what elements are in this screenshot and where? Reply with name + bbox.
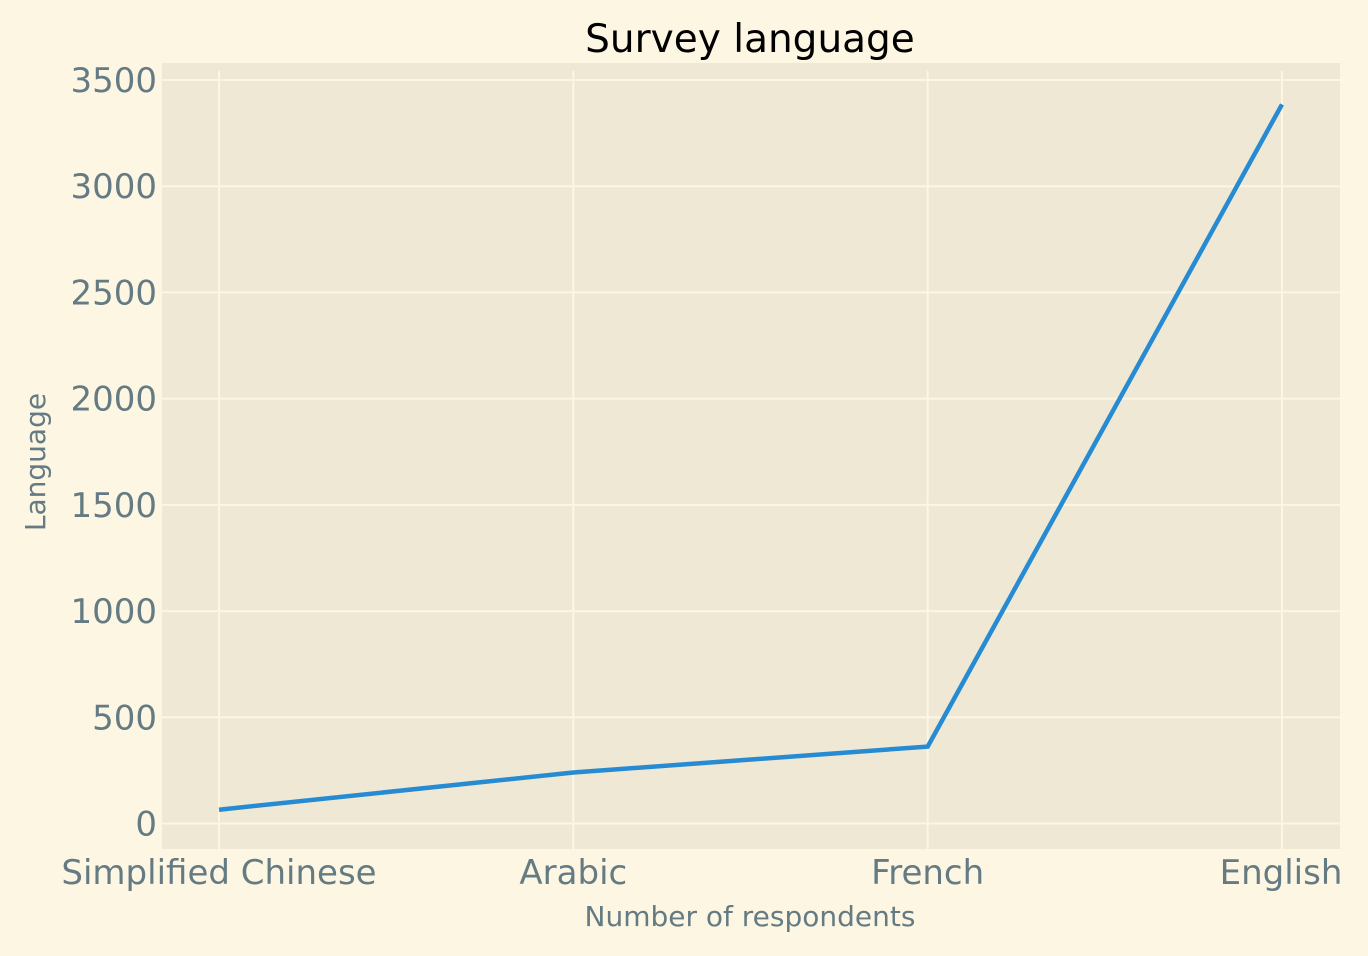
x-axis-label: Number of respondents <box>585 900 916 933</box>
series-layer <box>218 103 1284 812</box>
grid-lines <box>162 71 1340 849</box>
y-tick-label: 2000 <box>70 380 157 420</box>
y-axis-ticks: 0 500 1000 1500 2000 2500 3000 3500 <box>70 61 157 845</box>
y-tick-label: 0 <box>135 805 157 845</box>
y-tick-label: 3500 <box>70 61 157 101</box>
y-tick-label: 2500 <box>70 273 157 313</box>
y-tick-label: 3000 <box>70 167 157 207</box>
y-axis-label: Language <box>19 393 52 531</box>
x-tick-label: Arabic <box>519 853 627 893</box>
plot-area <box>162 63 1340 849</box>
x-tick-label: Simplified Chinese <box>61 853 376 893</box>
y-tick-label: 500 <box>92 698 157 738</box>
y-tick-label: 1000 <box>70 592 157 632</box>
series-line <box>218 103 1284 812</box>
chart-title: Survey language <box>585 17 915 62</box>
x-tick-label: French <box>871 853 984 893</box>
y-tick-label: 1500 <box>70 486 157 526</box>
x-axis-ticks: Simplified Chinese Arabic French English <box>61 853 1342 893</box>
x-tick-label: English <box>1220 853 1343 893</box>
